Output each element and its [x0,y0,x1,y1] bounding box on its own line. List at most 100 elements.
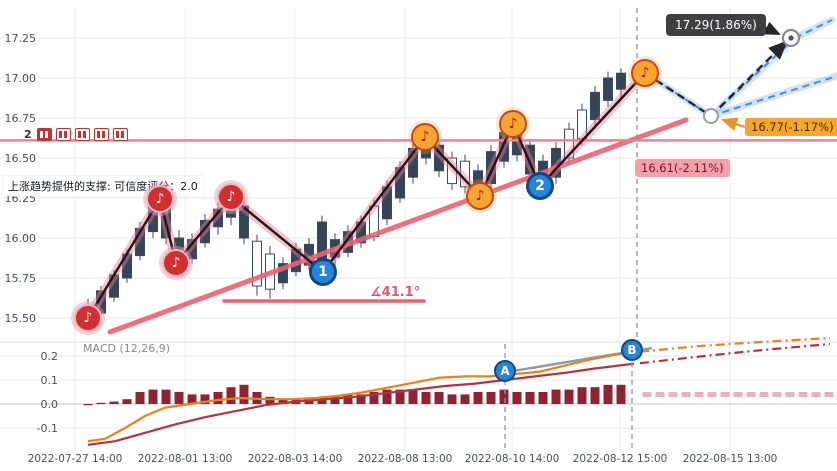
macd-bar [278,399,288,404]
dea-line [87,362,635,446]
candle-body [252,240,262,287]
signal-note-marker[interactable]: ♪ [146,185,174,213]
macd-bar [447,394,457,404]
macd-bar [330,396,340,404]
dif-projection [639,336,831,353]
forecast-path [644,40,788,118]
candle-body [395,167,405,199]
macd-point-marker[interactable]: B [621,339,643,361]
signal-icon[interactable] [36,128,52,141]
candle-body [616,72,626,90]
macd-bar [343,394,353,404]
y-axis-tick: 15.50 [5,312,37,325]
signal-note-marker[interactable]: ♪ [217,183,245,211]
zigzag-line [86,72,646,319]
signal-icon[interactable] [55,128,71,141]
signal-count: 2 [24,128,32,141]
macd-bar [304,399,314,404]
mid-point-marker[interactable] [703,108,719,124]
macd-bar [96,402,106,404]
macd-bar [460,394,470,404]
target-point-dot [788,35,794,41]
wave-number-marker[interactable]: 1 [309,258,337,286]
macd-bar-projected [772,392,782,397]
macd-bar [135,392,145,404]
candle-body [590,91,600,121]
y-axis-tick: 16.00 [5,232,37,245]
x-axis-tick: 2022-08-10 14:00 [465,453,560,465]
macd-bar [382,389,392,404]
signal-icon[interactable] [93,128,109,141]
macd-bar-projected [681,392,691,397]
signal-note-marker[interactable]: ♪ [74,304,102,332]
macd-bar [473,392,483,404]
macd-point-marker[interactable]: A [494,360,516,382]
macd-bar [434,392,444,404]
macd-bar [226,387,236,404]
macd-bar-projected [655,392,665,397]
macd-bar-projected [746,392,756,397]
uptrend-line[interactable] [107,117,689,335]
y-axis-tick: 16.50 [5,152,37,165]
signal-note-marker[interactable]: ♪ [162,249,190,277]
macd-bar-projected [720,392,730,397]
macd-axis-tick: 0.1 [41,374,59,387]
macd-bar [564,389,574,404]
x-axis-tick: 2022-08-12 15:00 [573,453,668,465]
wave-number-marker[interactable]: 2 [526,172,554,200]
macd-bar [486,392,496,404]
macd-bar [200,394,210,404]
macd-bar [499,389,509,404]
macd-bar [538,392,548,404]
macd-bar-projected [785,392,795,397]
macd-bar [161,389,171,404]
signal-note-marker[interactable]: ♪ [499,110,527,138]
macd-bar [603,384,613,404]
macd-bar [421,392,431,404]
macd-bar [525,392,535,404]
macd-bar [408,389,418,404]
candle-body [577,109,587,140]
mid-label-arrow [721,117,746,131]
macd-bar [213,392,223,404]
macd-bar-projected [798,392,808,397]
macd-bar [148,389,158,404]
macd-bar-projected [707,392,717,397]
macd-bar [590,387,600,404]
candle-body [408,147,418,178]
support-price-label: 16.61(-2.11%) [635,159,730,177]
x-axis-tick: 2022-08-01 13:00 [138,453,233,465]
macd-bar [109,401,119,404]
signal-note-marker[interactable]: ♪ [631,59,659,87]
signal-note-marker[interactable]: ♪ [411,123,439,151]
macd-axis-tick: 0.0 [41,398,59,411]
macd-bar-projected [668,392,678,397]
x-axis-tick: 2022-08-15 13:00 [683,453,778,465]
signal-note-marker[interactable]: ♪ [466,182,494,210]
macd-bar [395,389,405,404]
macd-bar-projected [733,392,743,397]
angle-label: ∡41.1° [370,285,420,300]
macd-bar-projected [642,392,652,397]
y-axis-tick: 16.75 [5,112,37,125]
macd-bar-projected [759,392,769,397]
target-price-tooltip: 17.29(1.86%) [666,14,766,36]
candle-body [135,227,145,257]
mid-price-label: 16.77(-1.17%) [745,118,837,136]
dea-projection [639,342,831,365]
dif-line [87,351,635,443]
y-axis-tick: 17.25 [5,32,37,45]
x-axis-tick: 2022-08-03 14:00 [248,453,343,465]
y-axis-tick: 15.75 [5,272,37,285]
macd-axis-tick: 0.2 [41,350,59,363]
macd-bar [369,392,379,404]
signal-icon[interactable] [112,128,128,141]
macd-bar [83,404,93,406]
candle-body [200,219,210,244]
macd-bar-projected [811,392,821,397]
x-axis-tick: 2022-07-27 14:00 [28,453,123,465]
candle-body [525,144,535,175]
signal-icon[interactable] [74,128,90,141]
